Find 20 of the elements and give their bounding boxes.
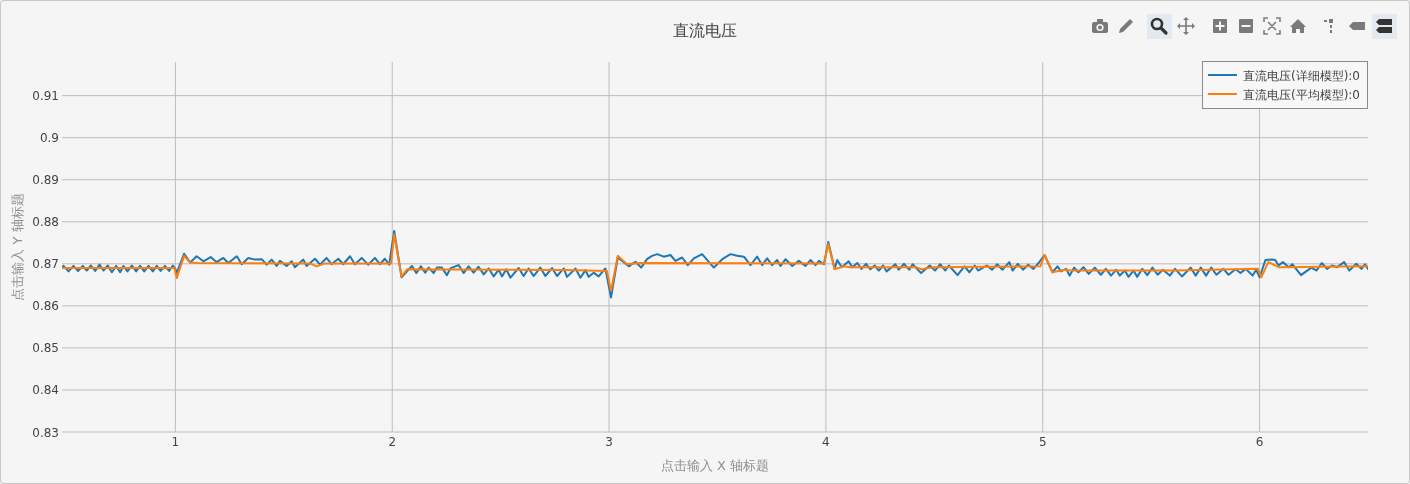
x-axis-title: 点击输入 X 轴标题 [660, 458, 770, 473]
y-tick-label: 0.91 [32, 89, 59, 104]
y-tick-label: 0.83 [32, 425, 59, 440]
legend-label: 直流电压(详细模型):0 [1242, 68, 1360, 83]
x-tick-label: 3 [605, 435, 613, 449]
y-tick-label: 0.9 [39, 131, 59, 146]
y-tick-label: 0.87 [32, 257, 59, 272]
y-tick-label: 0.86 [32, 299, 59, 314]
y-tick-label: 0.89 [32, 173, 59, 188]
x-tick-label: 6 [1255, 435, 1264, 449]
chart-title: 直流电压 [673, 21, 737, 40]
y-axis-title: 点击输入 Y 轴标题 [10, 193, 25, 301]
y-tick-label: 0.88 [32, 215, 59, 230]
legend-label: 直流电压(平均模型):0 [1242, 87, 1360, 102]
x-tick-label: 1 [171, 435, 180, 449]
x-tick-label: 2 [388, 435, 397, 449]
y-tick-label: 0.85 [32, 341, 59, 356]
x-tick-label: 4 [822, 435, 830, 449]
x-tick-label: 5 [1038, 435, 1047, 449]
y-tick-label: 0.84 [32, 383, 59, 398]
